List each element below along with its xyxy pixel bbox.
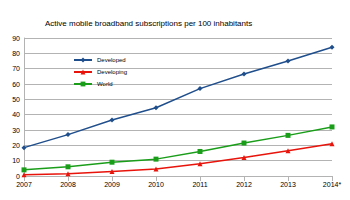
svg-text:40: 40 <box>12 111 20 118</box>
svg-text:2009: 2009 <box>104 181 120 188</box>
svg-text:2007: 2007 <box>16 181 32 188</box>
svg-text:10: 10 <box>12 157 20 164</box>
svg-text:2010: 2010 <box>148 181 164 188</box>
svg-text:2014*: 2014* <box>323 181 342 188</box>
svg-text:2011: 2011 <box>192 181 207 188</box>
svg-text:70: 70 <box>12 65 20 72</box>
svg-text:World: World <box>97 81 113 87</box>
svg-text:60: 60 <box>12 81 20 88</box>
svg-text:30: 30 <box>12 127 20 134</box>
svg-text:50: 50 <box>12 96 20 103</box>
svg-text:80: 80 <box>12 50 20 57</box>
svg-text:20: 20 <box>12 142 20 149</box>
svg-text:Developed: Developed <box>97 57 126 63</box>
svg-text:0: 0 <box>16 173 20 180</box>
svg-text:2012: 2012 <box>236 181 252 188</box>
svg-text:2013: 2013 <box>280 181 296 188</box>
svg-text:Active mobile broadband subscr: Active mobile broadband subscriptions pe… <box>45 19 252 28</box>
svg-text:Developing: Developing <box>97 69 127 75</box>
svg-text:90: 90 <box>12 35 20 42</box>
svg-text:2008: 2008 <box>60 181 76 188</box>
